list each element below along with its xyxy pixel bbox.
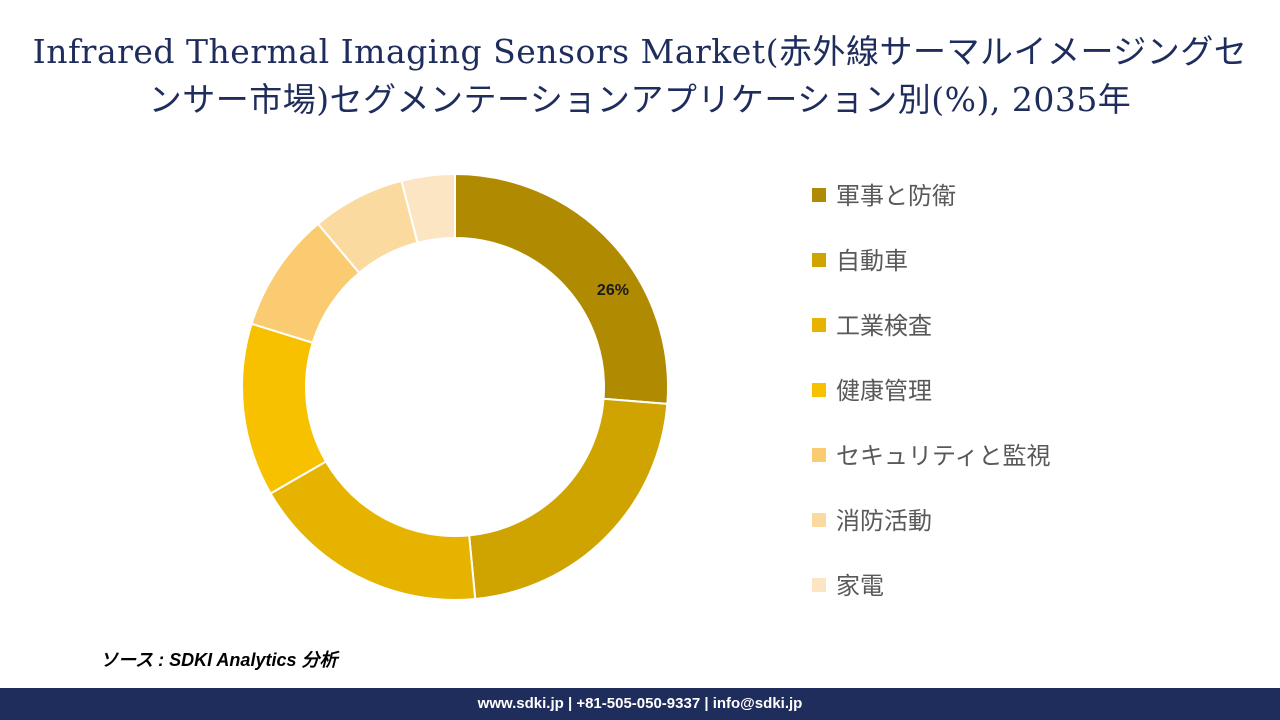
- donut-slice-2: [468, 397, 669, 601]
- donut-slice-1: [454, 172, 669, 405]
- legend-swatch: [812, 383, 826, 397]
- legend-swatch: [812, 578, 826, 592]
- donut-slice-7: [400, 172, 456, 244]
- data-label-1: 26%: [597, 282, 629, 299]
- legend-swatch: [812, 513, 826, 527]
- legend-item: セキュリティと監視: [812, 436, 1051, 501]
- legend-item: 自動車: [812, 241, 1051, 306]
- source-note: ソース : SDKI Analytics 分析: [100, 650, 338, 670]
- legend-item: 健康管理: [812, 371, 1051, 436]
- legend-item: 家電: [812, 566, 1051, 631]
- legend-label: セキュリティと監視: [836, 442, 1051, 470]
- legend-label: 健康管理: [836, 377, 932, 405]
- legend-swatch: [812, 188, 826, 202]
- legend-label: 工業検査: [836, 312, 932, 340]
- legend-item: 工業検査: [812, 306, 1051, 371]
- legend-swatch: [812, 253, 826, 267]
- chart-legend: 軍事と防衛自動車工業検査健康管理セキュリティと監視 消防活動家電: [812, 176, 1051, 631]
- legend-swatch: [812, 318, 826, 332]
- legend-label: 軍事と防衛: [836, 182, 956, 210]
- legend-label: 自動車: [836, 247, 908, 275]
- legend-item: 消防活動: [812, 501, 1051, 566]
- donut-slice-3: [269, 460, 477, 601]
- legend-swatch: [812, 448, 826, 462]
- footer-contact-bar: www.sdki.jp | +81-505-050-9337 | info@sd…: [0, 688, 1280, 720]
- legend-label: 消防活動: [836, 507, 932, 535]
- legend-label: 家電: [836, 572, 884, 600]
- donut-slice-4: [241, 322, 328, 495]
- legend-item: 軍事と防衛: [812, 176, 1051, 241]
- donut-chart: 26%: [241, 172, 669, 601]
- chart-title: Infrared Thermal Imaging Sensors Market(…: [32, 32, 1248, 119]
